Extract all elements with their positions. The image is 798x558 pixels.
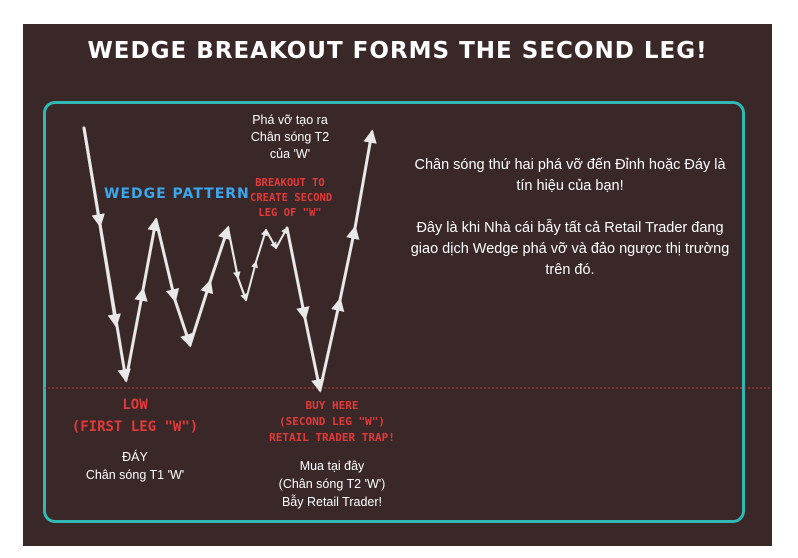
breakout-label: BREAKOUT TO CREATE SECOND LEG OF "W"	[250, 177, 333, 219]
arrow-seg-5	[226, 226, 241, 280]
arrow-seg-10c	[353, 129, 377, 230]
arrow-seg-10	[318, 297, 345, 392]
arrow-seg-10b	[338, 225, 360, 302]
buy-here-label: BUY HERE (SECOND LEG "W") RETAIL TRADER …	[269, 399, 395, 444]
w-pattern-arrows	[82, 126, 377, 393]
description-paragraph-2: Đây là khi Nhà cái bẫy tất cả Retail Tra…	[410, 220, 730, 278]
low-caption-vi: ĐÁY Chân sóng T1 'W'	[85, 450, 185, 482]
description-paragraph-1: Chân sóng thứ hai phá vỡ đến Đỉnh hoặc Đ…	[414, 157, 726, 194]
low-label: LOW (FIRST LEG "W")	[71, 397, 199, 435]
arrow-seg-2b	[141, 217, 161, 292]
arrow-seg-4	[188, 279, 214, 347]
arrow-seg-6	[245, 260, 258, 301]
arrow-seg-1-mid2	[98, 223, 121, 328]
description-text: Chân sóng thứ hai phá vỡ đến Đỉnh hoặc Đ…	[405, 155, 735, 281]
wedge-pattern-label: WEDGE PATTERN	[104, 186, 250, 202]
arrow-seg-5b	[236, 276, 248, 302]
arrow-seg-3	[154, 218, 180, 303]
arrow-seg-7	[265, 229, 277, 250]
diagram-frame	[43, 101, 745, 523]
arrow-seg-4b	[208, 225, 231, 284]
buy-here-caption-vi: Mua tại đây (Chân sóng T2 'W') Bẫy Retai…	[278, 459, 386, 509]
arrow-seg-9	[285, 226, 310, 321]
arrow-seg-6b	[255, 228, 268, 263]
arrow-seg-1-mid	[82, 126, 105, 228]
poster-background	[23, 24, 772, 546]
arrow-seg-8	[275, 226, 288, 249]
arrow-seg-9b	[303, 316, 325, 393]
poster-title: WEDGE BREAKOUT FORMS THE SECOND LEG!	[87, 38, 708, 64]
arrow-seg-3b	[173, 298, 193, 348]
breakout-caption-vi: Phá vỡ tạo ra Chân sóng T2 của 'W'	[250, 113, 330, 161]
arrow-seg-2	[124, 287, 148, 382]
